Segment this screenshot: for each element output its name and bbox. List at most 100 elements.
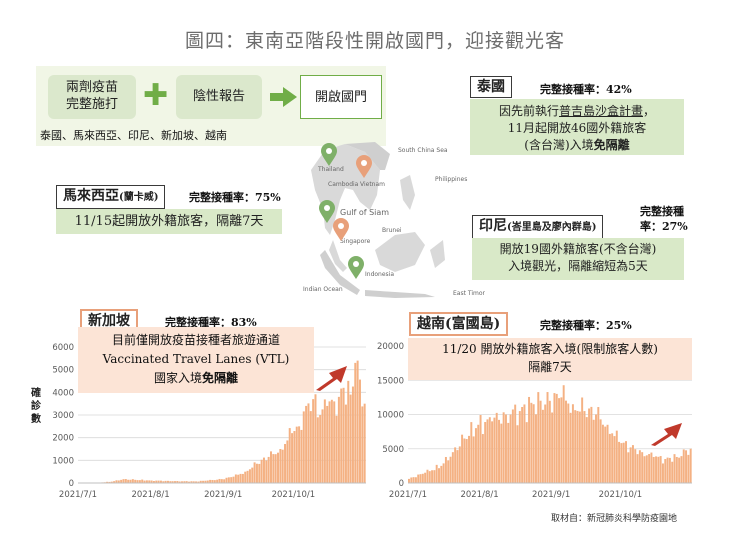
daily-case-bar bbox=[138, 480, 141, 483]
map-label-indian-ocean: Indian Ocean bbox=[303, 286, 343, 293]
daily-case-bar bbox=[159, 480, 162, 483]
daily-case-bar bbox=[181, 481, 184, 483]
daily-case-bar bbox=[678, 457, 681, 483]
daily-case-bar bbox=[106, 481, 109, 483]
country-label-indonesia: 印尼(峇里島及廖內群島) bbox=[472, 215, 604, 239]
daily-case-bar bbox=[447, 460, 450, 483]
daily-case-bar bbox=[456, 450, 459, 483]
daily-case-bar bbox=[251, 467, 254, 483]
daily-case-bar bbox=[618, 441, 621, 483]
daily-case-bar bbox=[316, 417, 319, 483]
daily-case-bar bbox=[631, 445, 634, 483]
daily-case-bar bbox=[157, 480, 160, 483]
daily-case-bar bbox=[356, 360, 359, 483]
daily-case-bar bbox=[597, 407, 600, 483]
daily-case-bar bbox=[143, 480, 146, 483]
daily-case-bar bbox=[281, 449, 284, 483]
daily-case-bar bbox=[424, 472, 427, 483]
country-name: 印尼 bbox=[479, 218, 507, 234]
source-note: 取材自：新冠肺炎科學防疫園地 bbox=[551, 514, 678, 524]
daily-case-bar bbox=[124, 479, 127, 483]
daily-case-bar bbox=[666, 457, 669, 483]
singapore-cases-chart: 0 1000 2000 3000 4000 5000 6000 2021/7/1 2021/8/… bbox=[52, 343, 366, 500]
x-tick-label: 2021/9/1 bbox=[532, 490, 570, 500]
daily-case-bar bbox=[113, 481, 116, 483]
daily-case-bar bbox=[223, 479, 226, 483]
daily-case-bar bbox=[502, 412, 505, 483]
daily-case-bar bbox=[468, 435, 470, 483]
daily-case-bar bbox=[622, 442, 625, 483]
daily-case-bar bbox=[185, 481, 188, 483]
daily-case-bar bbox=[638, 450, 641, 483]
daily-case-bar bbox=[495, 412, 498, 483]
policy-highlight: 免隔離 bbox=[202, 371, 239, 385]
daily-case-bar bbox=[498, 419, 501, 483]
daily-case-bar bbox=[127, 479, 130, 483]
daily-case-bar bbox=[414, 477, 417, 483]
daily-case-bar bbox=[260, 459, 263, 483]
daily-case-bar bbox=[333, 401, 336, 483]
daily-case-bar bbox=[474, 428, 477, 483]
daily-case-bar bbox=[438, 468, 440, 483]
daily-case-bar bbox=[258, 463, 261, 483]
daily-case-bar bbox=[613, 436, 616, 483]
policy-highlight: 免隔離 bbox=[593, 138, 630, 152]
daily-case-bar bbox=[195, 481, 198, 483]
daily-case-bar bbox=[458, 446, 461, 483]
daily-case-bar bbox=[183, 481, 186, 483]
daily-case-bar bbox=[541, 409, 544, 483]
daily-case-bar bbox=[288, 428, 291, 483]
x-tick-label: 2021/10/1 bbox=[599, 490, 643, 500]
daily-case-bar bbox=[270, 451, 272, 483]
daily-case-bar bbox=[645, 455, 648, 483]
daily-case-bar bbox=[277, 452, 280, 483]
daily-case-bar bbox=[176, 481, 179, 483]
daily-case-bar bbox=[136, 480, 139, 483]
map-pin-vietnam bbox=[356, 155, 372, 178]
daily-case-bar bbox=[197, 481, 200, 483]
map-label-brunei: Brunei bbox=[382, 227, 402, 234]
daily-case-bar bbox=[668, 457, 671, 483]
sandbox-link[interactable]: 普吉島沙盒計畫 bbox=[558, 104, 643, 118]
daily-case-bar bbox=[342, 387, 345, 483]
y-tick-label: 20000 bbox=[377, 342, 404, 352]
map-label-east-timor: East Timor bbox=[453, 290, 485, 297]
map-pin-malaysia bbox=[319, 200, 335, 223]
country-subregion: (蘭卡威) bbox=[119, 192, 159, 203]
daily-case-bar bbox=[199, 480, 202, 483]
daily-case-bar bbox=[548, 400, 551, 483]
country-label-vietnam: 越南(富國島) bbox=[409, 312, 509, 336]
daily-case-bar bbox=[518, 411, 521, 483]
daily-case-bar bbox=[286, 440, 289, 483]
daily-case-bar bbox=[190, 481, 193, 483]
daily-case-bar bbox=[523, 404, 526, 483]
daily-case-bar bbox=[611, 433, 614, 483]
map-pin-thailand bbox=[321, 143, 337, 166]
y-tick-label: 0 bbox=[399, 479, 404, 489]
daily-case-bar bbox=[234, 474, 237, 483]
daily-case-bar bbox=[606, 424, 609, 484]
daily-case-bar bbox=[675, 456, 678, 483]
map-label-vietnam: Vietnam bbox=[360, 181, 386, 188]
page-title: 圖四：東南亞階段性開啟國門，迎接觀光客 bbox=[184, 30, 565, 52]
daily-case-bar bbox=[209, 479, 212, 483]
daily-case-bar bbox=[120, 479, 123, 483]
policy-box-malaysia: 11/15起開放外籍旅客，隔離7天 bbox=[56, 209, 282, 234]
daily-case-bar bbox=[218, 478, 221, 483]
daily-case-bar bbox=[620, 443, 623, 483]
trend-arrow-up-icon bbox=[651, 423, 682, 446]
daily-case-bar bbox=[321, 409, 324, 483]
daily-case-bar bbox=[680, 456, 683, 483]
x-tick-label: 2021/7/1 bbox=[389, 490, 427, 500]
map-label-philippines: Philippines bbox=[435, 176, 468, 183]
flow-step-vaccine: 兩劑疫苗 完整施打 bbox=[48, 75, 136, 119]
daily-case-bar bbox=[428, 471, 431, 483]
daily-case-bar bbox=[110, 481, 113, 483]
daily-case-bar bbox=[553, 393, 556, 483]
policy-text: 11月起開放46國外籍旅客 bbox=[507, 121, 647, 135]
daily-case-bar bbox=[435, 464, 438, 483]
daily-case-bar bbox=[169, 481, 172, 483]
policy-text: 國家入境 bbox=[153, 371, 202, 385]
daily-case-bar bbox=[571, 404, 574, 483]
daily-case-bar bbox=[162, 481, 165, 483]
